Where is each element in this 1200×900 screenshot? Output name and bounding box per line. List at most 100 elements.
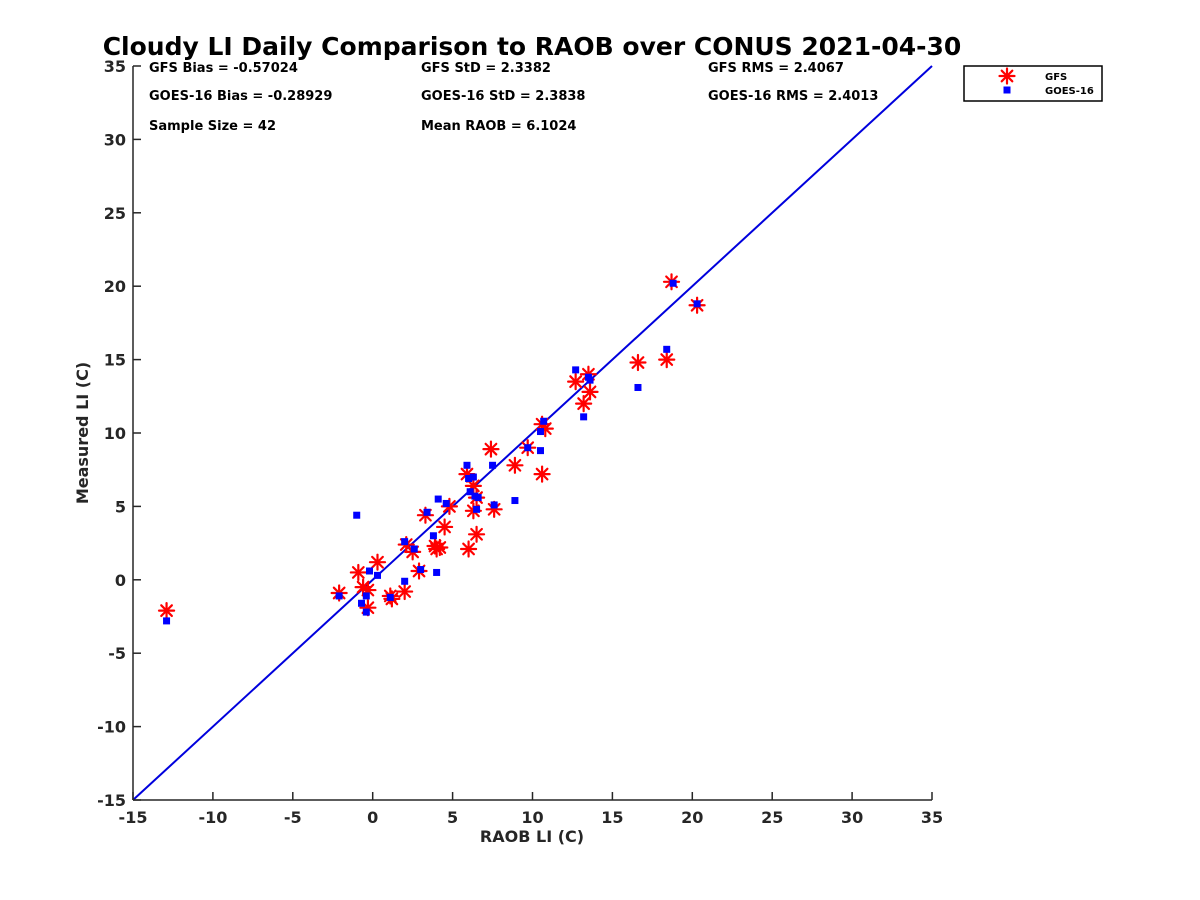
data-point <box>436 518 454 536</box>
stats-block: GFS Bias = -0.57024 GFS StD = 2.3382 GFS R… <box>149 61 878 134</box>
data-point <box>634 383 642 391</box>
data-point <box>434 495 442 503</box>
data-point <box>431 538 449 557</box>
data-point <box>658 351 676 369</box>
x-tick-label: 30 <box>841 808 863 827</box>
data-point <box>511 497 519 505</box>
stat-text: Sample Size = 42 <box>149 119 276 134</box>
data-point <box>463 461 471 469</box>
y-tick-label: -15 <box>97 791 126 810</box>
data-point <box>533 465 551 483</box>
data-point <box>474 494 482 502</box>
data-point <box>410 545 418 553</box>
data-point <box>373 571 381 579</box>
data-point <box>490 501 498 509</box>
plot-area <box>132 65 933 801</box>
legend-label: GFS <box>1045 72 1067 83</box>
data-point <box>157 602 176 620</box>
y-axis-label: Measured LI (C) <box>73 362 92 504</box>
data-point <box>580 413 588 421</box>
y-tick-label: 0 <box>115 571 126 590</box>
series-gfs <box>157 273 706 620</box>
x-tick-label: 25 <box>761 808 783 827</box>
stat-text: GFS Bias = -0.57024 <box>149 61 298 76</box>
x-tick-label: 5 <box>447 808 458 827</box>
y-tick-label: -10 <box>97 718 126 737</box>
data-point <box>429 532 437 540</box>
one-to-one-line <box>132 65 933 801</box>
y-tick-label: 10 <box>104 424 126 443</box>
data-point <box>417 566 425 574</box>
y-tick-label: 35 <box>104 57 126 76</box>
data-point <box>401 538 409 546</box>
data-point <box>469 473 477 481</box>
stat-text: GFS StD = 2.3382 <box>421 61 551 76</box>
data-point <box>459 540 478 558</box>
data-point <box>629 353 647 372</box>
y-tick-label: 25 <box>104 204 126 223</box>
legend: GFS GOES-16 <box>963 65 1103 102</box>
data-point <box>693 300 701 308</box>
x-axis-label: RAOB LI (C) <box>480 827 584 846</box>
data-point <box>467 525 486 543</box>
data-point <box>163 617 171 625</box>
data-point <box>466 488 474 496</box>
y-tick-label: -5 <box>108 644 126 663</box>
data-point <box>581 383 599 401</box>
x-tick-label: 20 <box>681 808 703 827</box>
data-point <box>358 599 366 607</box>
y-tick-label: 20 <box>104 277 126 296</box>
x-tick-label: 15 <box>601 808 623 827</box>
y-tick-label: 30 <box>104 130 126 149</box>
stat-text: GOES-16 StD = 2.3838 <box>421 89 585 104</box>
data-point <box>423 508 431 516</box>
data-point <box>575 395 593 413</box>
data-point <box>586 376 594 384</box>
stat-text: Mean RAOB = 6.1024 <box>421 119 576 134</box>
data-point <box>567 373 585 391</box>
x-tick-label: -10 <box>198 808 227 827</box>
data-point <box>669 279 677 287</box>
data-point <box>482 440 500 458</box>
data-point <box>368 553 387 571</box>
data-point <box>473 505 481 513</box>
data-point <box>536 428 544 436</box>
stat-text: GOES-16 RMS = 2.4013 <box>708 89 878 104</box>
y-axis-ticks: -15 -10 -5 0 5 10 15 20 25 30 35 <box>97 57 141 810</box>
data-point <box>362 592 370 600</box>
data-point <box>442 499 450 507</box>
stat-text: GFS RMS = 2.4067 <box>708 61 844 76</box>
y-tick-label: 5 <box>115 497 126 516</box>
data-point <box>536 447 544 455</box>
legend-box <box>963 65 1103 102</box>
x-tick-label: -5 <box>284 808 302 827</box>
data-point <box>349 563 367 582</box>
x-tick-label: 10 <box>521 808 543 827</box>
data-point <box>524 444 532 452</box>
data-point <box>396 582 414 601</box>
legend-label: GOES-16 <box>1045 86 1094 97</box>
data-point <box>572 366 580 374</box>
data-point <box>540 417 548 425</box>
data-point <box>335 592 343 600</box>
x-axis-ticks: -15 -10 -5 0 5 10 15 20 25 30 35 <box>119 792 943 827</box>
chart-title: Cloudy LI Daily Comparison to RAOB over … <box>103 32 962 61</box>
x-tick-label: -15 <box>119 808 148 827</box>
legend-marker <box>1003 86 1011 94</box>
y-tick-label: 15 <box>104 351 126 370</box>
data-point <box>663 345 671 353</box>
x-tick-label: 0 <box>367 808 378 827</box>
data-point <box>353 511 361 519</box>
data-point <box>362 608 370 616</box>
data-point <box>366 567 374 575</box>
stat-text: GOES-16 Bias = -0.28929 <box>149 89 332 104</box>
series-goes-16 <box>163 279 701 625</box>
data-point <box>386 593 394 601</box>
data-point <box>433 568 441 576</box>
legend-marker <box>998 67 1016 85</box>
data-point <box>401 577 409 585</box>
x-tick-label: 35 <box>921 808 943 827</box>
data-point <box>506 456 524 474</box>
data-point <box>465 475 473 483</box>
